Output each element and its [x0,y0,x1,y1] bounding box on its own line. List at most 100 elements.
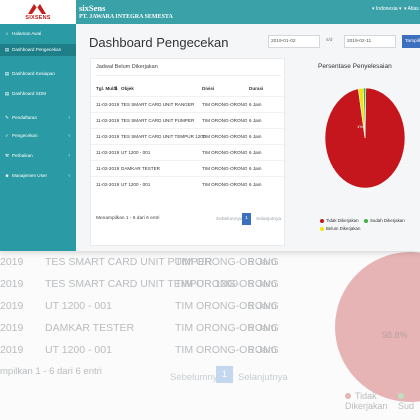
sidebar-item[interactable]: ✓ Pengecekan ‹ [0,130,76,142]
pagination-next[interactable]: Selanjutnya [256,217,282,222]
table-cell: 11-02-2019 [96,102,120,107]
column-header: Divisi [202,86,215,91]
chevron-left-icon: ‹ [68,153,70,159]
legend-dot-icon [364,218,368,223]
background-cell: 2019 [0,322,24,334]
table-row[interactable]: 11-02-2019 UT 1200 - 001 TIM ORONG-ORONG 6 … [91,144,286,160]
app-window: SIXSENS sixSens PT. JAWARA INTEGRA SEMES… [0,0,420,251]
pagination-prev[interactable]: Sebelumnya [216,217,243,222]
schedule-card-title: Jadwal Belum Dikerjakan [96,64,158,70]
background-legend-label: Sud [398,401,415,411]
check-icon: ✓ [5,133,9,138]
legend-label: Belum Dikerjakan [326,226,361,231]
schedule-card: Jadwal Belum Dikerjakan Tgl. Mulai Objek D… [90,58,286,246]
sidebar-item[interactable]: ⚒ Perbaikan ‹ [0,150,76,162]
background-cell: 2019 [0,344,24,356]
table-cell: TIM ORONG-ORONG [202,166,248,171]
dashboard-icon: ▤ [4,47,10,52]
table-cell: TES SMART CARD UNIT TEMPUR 1200 [121,134,206,139]
chevron-left-icon: ‹ [68,173,70,179]
table-row[interactable]: 11-02-2019 DAMKAR TESTER TIM ORONG-ORONG 6 … [91,160,286,176]
logo-text: SIXSENS [25,15,51,21]
background-next: Selanjutnya [238,372,288,383]
background-cell: TIM ORONG-ORONG [175,278,279,290]
legend-dot-icon [345,393,351,399]
register-icon: ✎ [5,115,9,120]
sort-icon[interactable]: ⇅ [114,86,118,91]
background-pie [335,252,420,402]
sidebar-item-label: Perbaikan [12,153,33,158]
background-zoom-layer: 2019 TES SMART CARD UNIT PUMPER TIM ORONG-… [0,250,420,420]
user-menu[interactable]: ▾ Atlas [404,6,419,12]
background-cell: 6 Jam [248,300,277,312]
logo-mark-icon [28,4,46,14]
sidebar: ⌂ Halaman Awal ▤ Dashboard Pengecekan ▤ Dashb… [0,24,76,251]
table-cell: 6 Jam [249,118,262,123]
show-button[interactable]: Tampilkan [402,35,420,48]
sidebar-item[interactable]: ✎ Pendaftaran ‹ [0,112,76,124]
table-cell: TES SMART CARD UNIT RANGER [121,102,195,107]
table-row[interactable]: 11-02-2019 TES SMART CARD UNIT RANGER TIM … [91,96,286,112]
sidebar-item-label: Dashboard SDM [12,91,46,96]
table-cell: TIM ORONG-ORONG [202,182,248,187]
sidebar-item[interactable]: ▤ Dashboard Pengecekan [0,44,76,56]
company-logo[interactable]: SIXSENS [0,0,76,24]
date-separator: s/d [326,38,333,43]
table-cell: 11-02-2019 [96,182,120,187]
legend-item[interactable]: Belum Dikerjakan [320,226,360,231]
table-cell: 11-02-2019 [96,118,120,123]
table-cell: 11-02-2019 [96,134,120,139]
background-cell: 6 Jam [248,344,277,356]
background-cell: 6 Jam [248,278,277,290]
column-header[interactable]: Objek [121,86,134,91]
dashboard-icon: ▤ [4,71,10,76]
background-cell: 2019 [0,278,24,290]
table-row[interactable]: 11-02-2019 TES SMART CARD UNIT TEMPUR 120… [91,128,286,144]
column-header[interactable]: Tgl. Mulai [96,86,118,91]
legend-item[interactable]: Sudah Dikerjakan [364,218,405,223]
background-cell: DAMKAR TESTER [45,322,135,334]
background-cell: TIM ORONG-ORONG [175,256,279,268]
background-cell: 6 Jam [248,256,277,268]
table-row[interactable]: 11-02-2019 UT 1200 - 001 TIM ORONG-ORONG 6 … [91,176,286,192]
table-row[interactable]: 11-02-2019 TES SMART CARD UNIT PUMPER TIM … [91,112,286,128]
background-cell: TES SMART CARD UNIT PUMPER [45,256,213,268]
background-legend-label: Tidak Dikerjakan [345,391,388,411]
table-cell: 11-02-2019 [96,166,120,171]
sidebar-item[interactable]: ⌂ Halaman Awal [0,28,76,40]
chevron-left-icon: ‹ [68,133,70,139]
background-cell: TIM ORONG-ORONG [175,344,279,356]
background-cell: 2019 [0,300,24,312]
date-end-input[interactable]: 2019-02-11 [344,35,396,48]
legend-dot-icon [320,226,324,231]
legend-label: Sudah Dikerjakan [370,218,405,223]
home-icon: ⌂ [5,31,9,36]
sidebar-item[interactable]: ▤ Dashboard SDM [0,88,76,100]
pagination-page-1[interactable]: 1 [242,213,251,225]
pie-slice-label: 99% [363,188,371,193]
progress-card: Persentase Penyelesaian 1% 99% Tidak Dike… [308,58,420,246]
language-dropdown[interactable]: ▾ Indonesia ▾ [372,6,402,12]
column-header: Durasi [249,86,264,91]
chevron-left-icon: ‹ [68,115,70,121]
legend-label: Tidak Dikerjakan [326,218,359,223]
background-cell: 6 Jam [248,322,277,334]
table-cell: TIM ORONG-ORONG [202,102,248,107]
date-start-input[interactable]: 2019-01-02 [268,35,320,48]
sidebar-item[interactable]: ☻ Manajemen User ‹ [0,170,76,182]
pie-slice-label: 1% [357,124,363,129]
background-page: 1 [216,366,233,383]
dashboard-icon: ▤ [4,91,10,96]
table-cell: UT 1200 - 001 [121,150,151,155]
legend-item[interactable]: Tidak Dikerjakan [320,218,359,223]
table-cell: TIM ORONG-ORONG [202,118,248,123]
background-legend: Tidak Dikerjakan [345,391,420,411]
table-cell: UT 1200 - 001 [121,182,151,187]
table-cell: TIM ORONG-ORONG [202,150,248,155]
pie-slice[interactable] [362,87,367,139]
app-subtitle: PT. JAWARA INTEGRA SEMESTA [79,14,173,20]
table-cell: 6 Jam [249,182,262,187]
legend-dot-icon [398,393,404,399]
sidebar-item[interactable]: ▤ Dashboard Kesiapan [0,68,76,80]
